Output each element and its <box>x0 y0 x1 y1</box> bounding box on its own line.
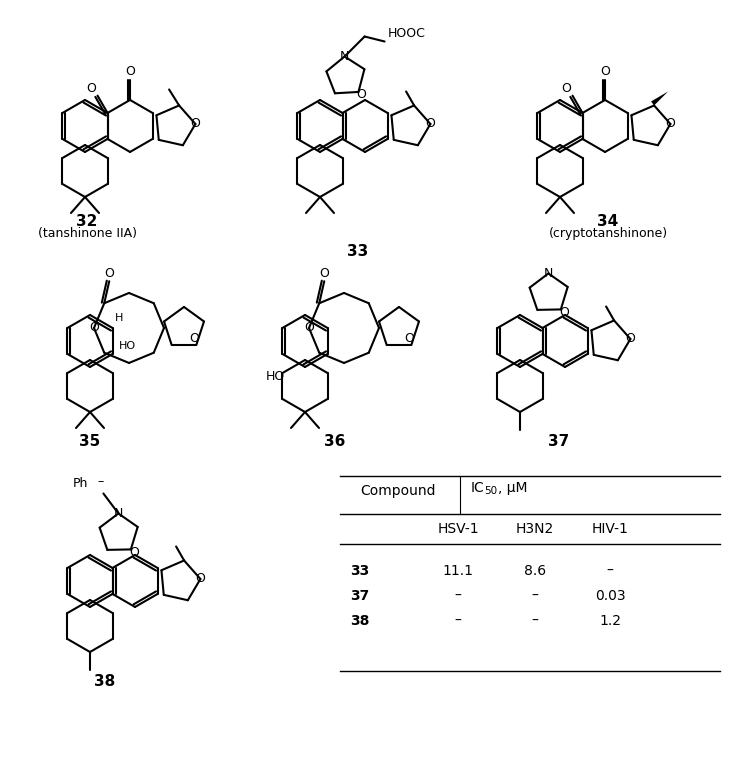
Text: 0.03: 0.03 <box>595 589 625 603</box>
Text: –: – <box>454 614 462 628</box>
Text: H3N2: H3N2 <box>516 522 554 536</box>
Text: –: – <box>454 589 462 603</box>
Text: N: N <box>113 507 123 520</box>
Text: O: O <box>189 332 199 345</box>
Text: (tanshinone IIA): (tanshinone IIA) <box>37 227 137 241</box>
Text: HO: HO <box>119 341 136 351</box>
Polygon shape <box>651 91 668 105</box>
Text: O: O <box>562 82 571 95</box>
Text: O: O <box>319 267 329 280</box>
Text: O: O <box>195 572 205 586</box>
Text: O: O <box>304 322 314 334</box>
Text: 38: 38 <box>351 614 370 628</box>
Text: –: – <box>97 475 104 488</box>
Text: 50: 50 <box>484 486 498 496</box>
Text: HO: HO <box>266 369 285 383</box>
Text: 11.1: 11.1 <box>442 564 474 578</box>
Text: Ph: Ph <box>73 477 88 490</box>
Text: O: O <box>129 546 139 559</box>
Text: IC: IC <box>471 481 485 495</box>
Text: (cryptotanshinone): (cryptotanshinone) <box>548 227 668 241</box>
Text: 34: 34 <box>598 213 618 229</box>
Text: H: H <box>115 313 123 323</box>
Text: HIV-1: HIV-1 <box>592 522 628 536</box>
Text: 36: 36 <box>325 434 345 450</box>
Text: O: O <box>104 267 114 280</box>
Text: O: O <box>665 117 675 130</box>
Text: 33: 33 <box>351 564 369 578</box>
Text: 33: 33 <box>348 244 369 259</box>
Text: O: O <box>425 117 436 130</box>
Text: 32: 32 <box>76 213 98 229</box>
Text: O: O <box>404 332 415 345</box>
Text: , μM: , μM <box>498 481 527 495</box>
Text: O: O <box>87 82 96 95</box>
Text: O: O <box>559 306 568 319</box>
Text: O: O <box>89 322 99 334</box>
Text: HSV-1: HSV-1 <box>437 522 479 536</box>
Text: 37: 37 <box>548 434 570 450</box>
Text: O: O <box>625 333 636 345</box>
Text: 38: 38 <box>95 675 116 690</box>
Text: O: O <box>357 88 366 102</box>
Text: Compound: Compound <box>360 484 436 498</box>
Text: –: – <box>532 589 539 603</box>
Text: 8.6: 8.6 <box>524 564 546 578</box>
Text: –: – <box>606 564 613 578</box>
Text: O: O <box>190 117 201 130</box>
Text: HOOC: HOOC <box>388 27 425 40</box>
Text: 37: 37 <box>351 589 369 603</box>
Text: N: N <box>544 267 553 280</box>
Text: O: O <box>125 66 135 78</box>
Text: 1.2: 1.2 <box>599 614 621 628</box>
Text: N: N <box>340 50 349 63</box>
Text: 35: 35 <box>79 434 101 450</box>
Text: O: O <box>600 66 610 78</box>
Text: –: – <box>532 614 539 628</box>
